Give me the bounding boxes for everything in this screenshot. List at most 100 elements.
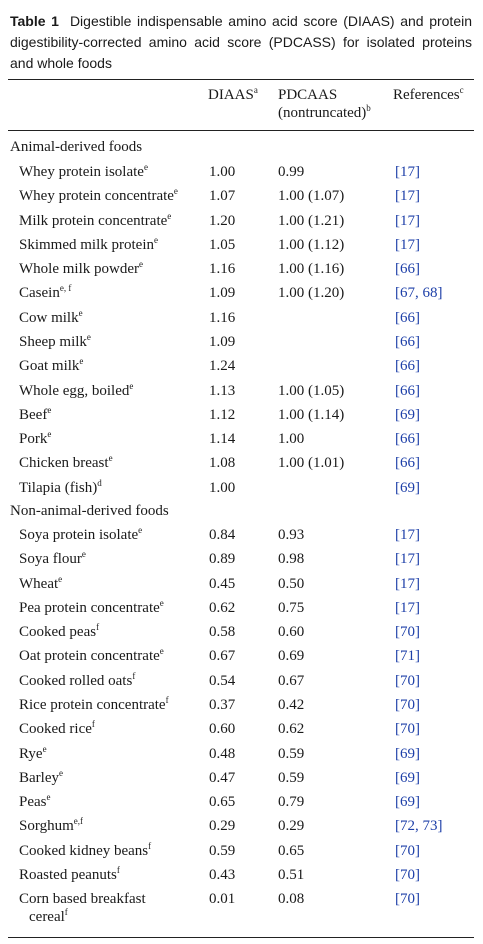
table-row: Oat protein concentratee 0.67 0.69 [71] — [0, 647, 483, 671]
food-name: Roasted peanuts — [19, 867, 117, 883]
diaas-value: 0.65 — [209, 794, 236, 810]
reference-link[interactable]: [66] — [395, 310, 420, 326]
food-name-cell: Oat protein concentratee — [19, 647, 164, 665]
table-row: Milk protein concentratee 1.20 1.00 (1.21)… — [0, 212, 483, 236]
food-name: Cooked peas — [19, 624, 97, 640]
reference-link[interactable]: [72, 73] — [395, 818, 443, 834]
table-row: Whole milk powdere 1.16 1.00 (1.16) [66] — [0, 260, 483, 284]
food-name: Sheep milk — [19, 334, 87, 350]
table-row: Whole egg, boilede 1.13 1.00 (1.05) [66] — [0, 382, 483, 406]
reference-link[interactable]: [69] — [395, 770, 420, 786]
reference-link[interactable]: [17] — [395, 551, 420, 567]
reference-link[interactable]: [17] — [395, 188, 420, 204]
food-name: Sorghum — [19, 818, 74, 834]
reference-link[interactable]: [69] — [395, 794, 420, 810]
reference-link[interactable]: [70] — [395, 624, 420, 640]
reference-link[interactable]: [66] — [395, 455, 420, 471]
footnote-marker: f — [165, 695, 169, 705]
diaas-value: 1.16 — [209, 310, 236, 326]
food-name: Beef — [19, 407, 48, 423]
food-name-cell: Corn based breakfast cerealf — [19, 890, 204, 926]
table-row: Cooked rolled oatsf 0.54 0.67 [70] — [0, 672, 483, 696]
food-name: Corn based breakfast — [19, 891, 146, 907]
footnote-marker: e — [79, 356, 84, 366]
food-name-cell: Chicken breaste — [19, 454, 113, 472]
reference-link[interactable]: [66] — [395, 334, 420, 350]
reference-link[interactable]: [69] — [395, 480, 420, 496]
food-name-cell: Soya protein isolatee — [19, 526, 142, 544]
pdcaas-value: 0.93 — [278, 527, 305, 543]
footnote-marker: e — [58, 574, 63, 584]
food-name: Barley — [19, 770, 59, 786]
reference-link[interactable]: [17] — [395, 576, 420, 592]
reference-link[interactable]: [66] — [395, 383, 420, 399]
food-name-cell: Roasted peanutsf — [19, 866, 120, 884]
reference-link[interactable]: [70] — [395, 697, 420, 713]
footnote-marker: e — [58, 768, 63, 778]
table-row: Porke 1.14 1.00 [66] — [0, 430, 483, 454]
table-row: Soya protein isolatee 0.84 0.93 [17] — [0, 526, 483, 550]
pdcaas-value: 1.00 (1.16) — [278, 261, 345, 277]
reference-link[interactable]: [17] — [395, 164, 420, 180]
food-name-continued: cerealf — [19, 908, 204, 926]
reference-link[interactable]: [17] — [395, 237, 420, 253]
diaas-value: 1.24 — [209, 358, 236, 374]
reference-link[interactable]: [17] — [395, 213, 420, 229]
reference-link[interactable]: [69] — [395, 407, 420, 423]
reference-link[interactable]: [69] — [395, 746, 420, 762]
diaas-header-footnote: a — [253, 85, 258, 95]
pdcaas-header-label: PDCAAS — [278, 87, 338, 103]
footnote-marker: e — [159, 598, 164, 608]
reference-link[interactable]: [70] — [395, 721, 420, 737]
pdcaas-value: 0.59 — [278, 746, 305, 762]
diaas-value: 1.13 — [209, 383, 236, 399]
diaas-value: 0.84 — [209, 527, 236, 543]
diaas-value: 0.47 — [209, 770, 236, 786]
diaas-value: 1.14 — [209, 431, 236, 447]
food-name-continued-text: cereal — [29, 909, 65, 925]
reference-link[interactable]: [17] — [395, 527, 420, 543]
references-header-footnote: c — [459, 85, 464, 95]
footnote-marker: e — [78, 308, 83, 318]
reference-link[interactable]: [70] — [395, 867, 420, 883]
reference-link[interactable]: [66] — [395, 431, 420, 447]
diaas-value: 1.09 — [209, 334, 236, 350]
table-row: Rice protein concentratef 0.37 0.42 [70] — [0, 696, 483, 720]
reference-link[interactable]: [67, 68] — [395, 285, 443, 301]
footnote-marker: f — [116, 865, 120, 875]
diaas-value: 1.00 — [209, 480, 236, 496]
reference-link[interactable]: [71] — [395, 648, 420, 664]
diaas-value: 1.08 — [209, 455, 236, 471]
food-name: Whey protein concentrate — [19, 188, 174, 204]
reference-link[interactable]: [70] — [395, 891, 420, 907]
footnote-marker: e — [143, 162, 148, 172]
pdcaas-value: 1.00 (1.12) — [278, 237, 345, 253]
food-name: Rice protein concentrate — [19, 697, 166, 713]
food-name-cell: Cooked kidney beansf — [19, 842, 151, 860]
food-name-cell: Porke — [19, 430, 51, 448]
pdcaas-value: 1.00 — [278, 431, 305, 447]
food-name-cell: Beefe — [19, 406, 51, 424]
reference-link[interactable]: [66] — [395, 261, 420, 277]
diaas-value: 1.09 — [209, 285, 236, 301]
reference-link[interactable]: [70] — [395, 843, 420, 859]
table-row: Cooked kidney beansf 0.59 0.65 [70] — [0, 842, 483, 866]
food-name-cell: Wheate — [19, 575, 62, 593]
reference-link[interactable]: [66] — [395, 358, 420, 374]
column-header-pdcaas: PDCAAS (nontruncated)b — [278, 86, 371, 122]
table-row: Beefe 1.12 1.00 (1.14) [69] — [0, 406, 483, 430]
pdcaas-value: 1.00 (1.07) — [278, 188, 345, 204]
diaas-value: 1.16 — [209, 261, 236, 277]
footnote-marker: d — [97, 478, 102, 488]
footnote-marker: e — [154, 235, 158, 245]
pdcaas-value: 1.00 (1.21) — [278, 213, 345, 229]
food-name: Chicken breast — [19, 455, 109, 471]
footnote-marker: e — [138, 525, 143, 535]
food-name-cell: Cow milke — [19, 309, 83, 327]
reference-link[interactable]: [70] — [395, 673, 420, 689]
reference-link[interactable]: [17] — [395, 600, 420, 616]
diaas-value: 0.37 — [209, 697, 236, 713]
pdcaas-value: 0.67 — [278, 673, 305, 689]
diaas-header-label: DIAAS — [208, 87, 254, 103]
pdcaas-value: 0.69 — [278, 648, 305, 664]
